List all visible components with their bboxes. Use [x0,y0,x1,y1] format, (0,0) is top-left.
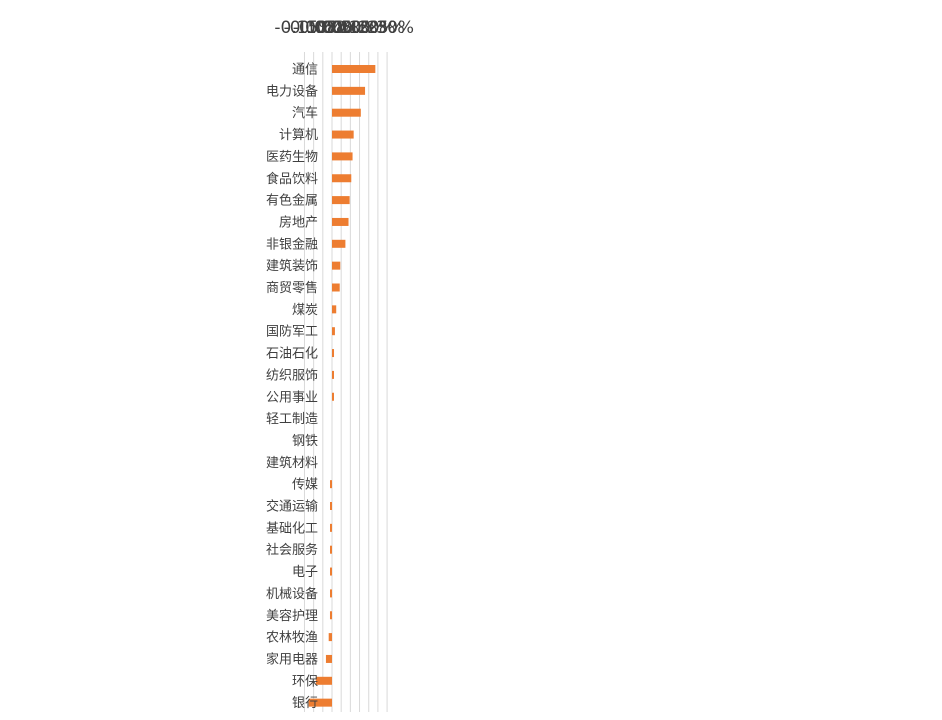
bar [332,283,340,292]
category-label: 纺织服饰 [266,368,318,383]
bar [332,152,353,161]
category-label: 农林牧渔 [266,631,318,646]
x-tick-label: -0.05% [293,18,353,38]
bar [332,261,341,270]
gridlines [303,52,388,712]
bar [332,86,366,95]
category-label: 银行 [292,696,318,711]
category-label: 商贸零售 [266,280,318,296]
bar [332,392,334,401]
bar [332,174,352,183]
category-label: 建筑装饰 [266,258,318,274]
category-label: 家用电器 [266,651,318,667]
category-label: 美容护理 [266,608,318,624]
x-tick-label: 0.05% [314,18,368,38]
category-label: 非银金融 [266,236,318,252]
category-label: 传媒 [292,478,318,493]
x-tick-label: -0.15% [274,18,334,38]
category-label: 有色金属 [266,193,318,209]
category-labels: 通信电力设备汽车计算机医药生物食品饮料有色金属房地产非银金融建筑装饰商贸零售煤炭… [266,63,318,712]
category-label: 国防军工 [266,324,318,340]
x-tick-label: 0.25% [351,18,405,38]
bar [332,217,349,226]
category-label: 汽车 [292,105,318,121]
category-label: 环保 [292,674,318,689]
bar [315,676,332,685]
category-label: 房地产 [279,214,318,230]
x-tick-label: 0.15% [333,18,387,38]
bar [330,589,332,598]
bar [332,370,334,379]
bar [330,502,332,510]
bar [308,698,332,707]
category-label: 食品饮料 [266,171,318,187]
bar [330,480,332,489]
x-axis-ticks: -0.15%-0.10%-0.05%0.00%0.05%0.10%0.15%0.… [274,18,414,38]
x-tick-label: 0.10% [323,18,377,38]
bar [332,65,376,73]
category-label: 煤炭 [292,303,318,318]
category-label: 计算机 [279,128,318,143]
category-label: 石油石化 [266,347,318,362]
bar [330,567,332,576]
category-label: 建筑材料 [266,455,318,471]
bars [308,65,376,707]
bar [325,654,332,663]
bar [332,130,354,139]
category-label: 公用事业 [266,390,318,405]
bar [332,108,361,117]
bar [332,239,346,248]
category-label: 社会服务 [266,542,318,558]
bar [329,611,332,620]
bar [332,196,350,205]
bar [330,545,332,554]
category-label: 电子 [292,565,318,580]
x-tick-label: -0.10% [284,18,344,38]
category-label: 基础化工 [266,521,318,536]
bar [330,523,332,532]
category-label: 电力设备 [266,83,318,99]
x-tick-label: 0.20% [342,18,396,38]
bar [328,633,332,642]
bar [332,305,337,314]
bar [332,349,335,358]
bar [332,327,335,336]
category-label: 轻工制造 [266,412,318,427]
category-label: 钢铁 [292,434,318,449]
x-tick-label: 0.30% [360,18,414,38]
category-label: 机械设备 [266,586,318,602]
category-label: 通信 [292,63,318,78]
category-label: 医药生物 [266,150,318,165]
category-label: 交通运输 [266,499,318,515]
x-tick-label: 0.00% [305,18,359,38]
